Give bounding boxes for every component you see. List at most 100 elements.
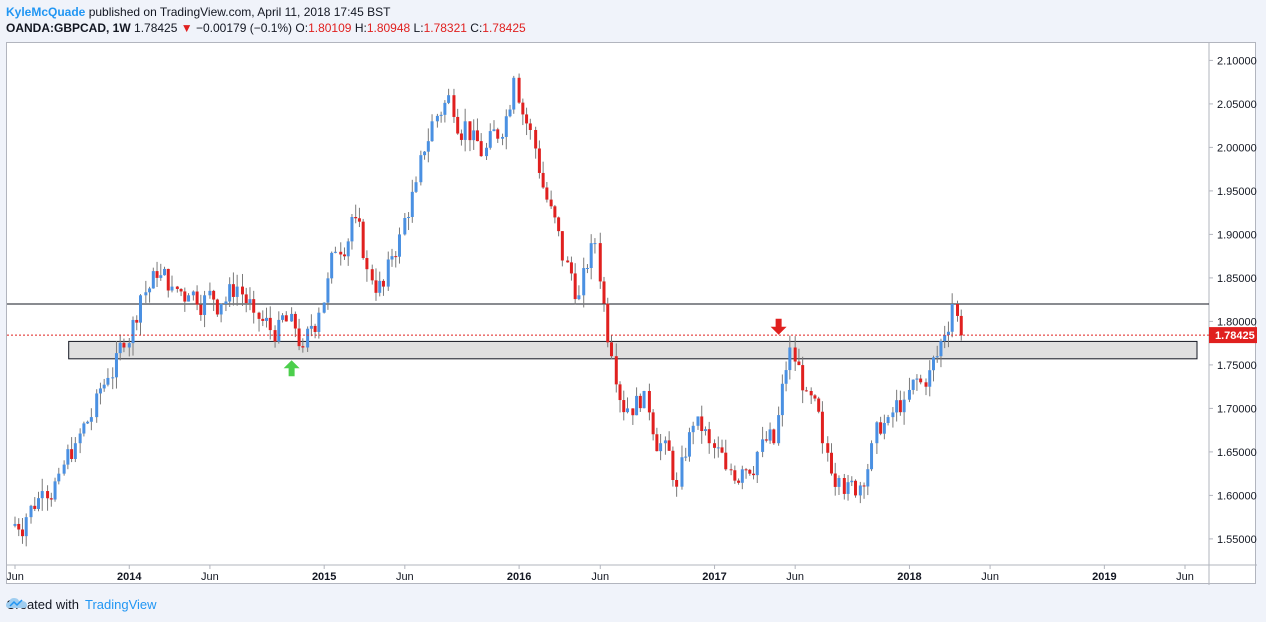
candle-body: [642, 391, 646, 409]
candle-body: [106, 377, 110, 385]
candle-body: [713, 443, 717, 448]
candle-body: [606, 303, 610, 343]
candle-body: [187, 295, 191, 302]
candle-body: [46, 491, 50, 499]
candle-body: [13, 523, 17, 526]
y-tick-label: 1.90000: [1217, 229, 1257, 241]
candle-body: [248, 299, 252, 304]
candle-body: [419, 155, 423, 183]
candle-body: [386, 259, 390, 287]
candle-body: [797, 361, 801, 366]
candle-body: [528, 123, 532, 130]
candle-body: [224, 301, 228, 304]
candle-body: [397, 234, 401, 257]
x-tick-label: 2016: [507, 571, 531, 583]
candle-body: [724, 452, 728, 470]
candle-body: [290, 313, 294, 322]
candle-body: [931, 357, 935, 371]
candle-body: [111, 377, 115, 379]
candle-body: [939, 341, 943, 357]
candle-body: [70, 449, 74, 459]
y-tick-label: 1.85000: [1217, 273, 1257, 285]
candle-body: [66, 449, 70, 465]
candle-body: [902, 399, 906, 413]
candle-body: [240, 286, 244, 295]
candle-body: [261, 318, 265, 321]
price-chart[interactable]: 2.10000 2.05000 2.00000 1.95000 1.90000 1.850…: [7, 43, 1257, 585]
candle-body: [501, 136, 505, 139]
chart-panel[interactable]: 2.10000 2.05000 2.00000 1.95000 1.90000 1.850…: [6, 42, 1257, 585]
candle-body: [687, 432, 691, 457]
candle-body: [394, 256, 398, 258]
candle-body: [684, 456, 688, 458]
y-tick-label: 1.95000: [1217, 186, 1257, 198]
candle-body: [365, 258, 369, 270]
candle-body: [53, 481, 57, 500]
last-price-label: 1.78425: [1215, 330, 1255, 342]
published-text: published on TradingView.com, April 11, …: [88, 5, 391, 19]
author-link[interactable]: KyleMcQuade: [6, 5, 86, 19]
candle-body: [659, 443, 663, 452]
tradingview-link[interactable]: TradingView: [84, 597, 157, 612]
candle-body: [313, 325, 317, 332]
candle-body: [390, 256, 394, 260]
y-tick-label: 1.55000: [1217, 534, 1257, 546]
last-price-tag: [1209, 327, 1257, 344]
candle-body: [895, 400, 899, 413]
candle-body: [691, 425, 695, 433]
candle-body: [403, 217, 407, 235]
support-zone[interactable]: [68, 340, 1198, 360]
candle-body: [956, 304, 960, 316]
candle-body: [78, 433, 82, 444]
candle-body: [521, 102, 525, 115]
candle-body: [82, 423, 86, 434]
candle-body: [456, 116, 460, 134]
candle-body: [854, 480, 858, 496]
candle-body: [598, 243, 602, 282]
candle-body: [793, 347, 797, 362]
candle-body: [443, 102, 447, 115]
candle-body: [98, 388, 102, 394]
candle-body: [472, 130, 476, 141]
x-tick-label: Jun: [201, 571, 219, 583]
candle-body: [374, 280, 378, 293]
candle-body: [801, 365, 805, 391]
candle-body: [228, 284, 232, 302]
candle-body: [293, 313, 297, 329]
candle-body: [155, 271, 159, 278]
candle-body: [496, 129, 500, 139]
candle-body: [729, 469, 733, 471]
candle-body: [846, 482, 850, 494]
candle-body: [703, 429, 707, 432]
candle-body: [850, 480, 854, 483]
candle-body: [208, 290, 212, 296]
candle-body: [179, 288, 183, 292]
open-label: O:: [295, 21, 309, 35]
candle-body: [618, 384, 622, 401]
candle-body: [875, 422, 879, 444]
candle-body: [463, 121, 467, 140]
candle-body: [354, 217, 358, 219]
candle-body: [638, 395, 642, 409]
candle-body: [326, 278, 330, 303]
candle-body: [414, 182, 418, 192]
candle-body: [631, 408, 635, 416]
candle-body: [277, 319, 281, 342]
open-value: 1.80109: [308, 21, 352, 35]
candle-body: [573, 273, 577, 300]
y-tick-label: 1.75000: [1217, 360, 1257, 372]
candle-body: [924, 382, 928, 387]
candle-body: [748, 469, 752, 474]
symbol-name: OANDA:GBPCAD, 1W: [6, 21, 131, 35]
candle-body: [268, 317, 272, 331]
candle-body: [733, 470, 737, 481]
candle-body: [870, 443, 874, 470]
candle-body: [102, 384, 106, 389]
candle-body: [589, 243, 593, 268]
candle-body: [49, 498, 53, 500]
x-tick-label: 2018: [897, 571, 921, 583]
candle-body: [114, 353, 118, 378]
high-value: 1.80948: [366, 21, 411, 35]
candle-body: [33, 505, 37, 509]
candle-body: [512, 77, 516, 110]
